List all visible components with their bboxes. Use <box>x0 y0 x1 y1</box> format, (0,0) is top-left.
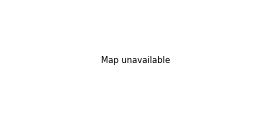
Text: Map unavailable: Map unavailable <box>101 56 171 65</box>
